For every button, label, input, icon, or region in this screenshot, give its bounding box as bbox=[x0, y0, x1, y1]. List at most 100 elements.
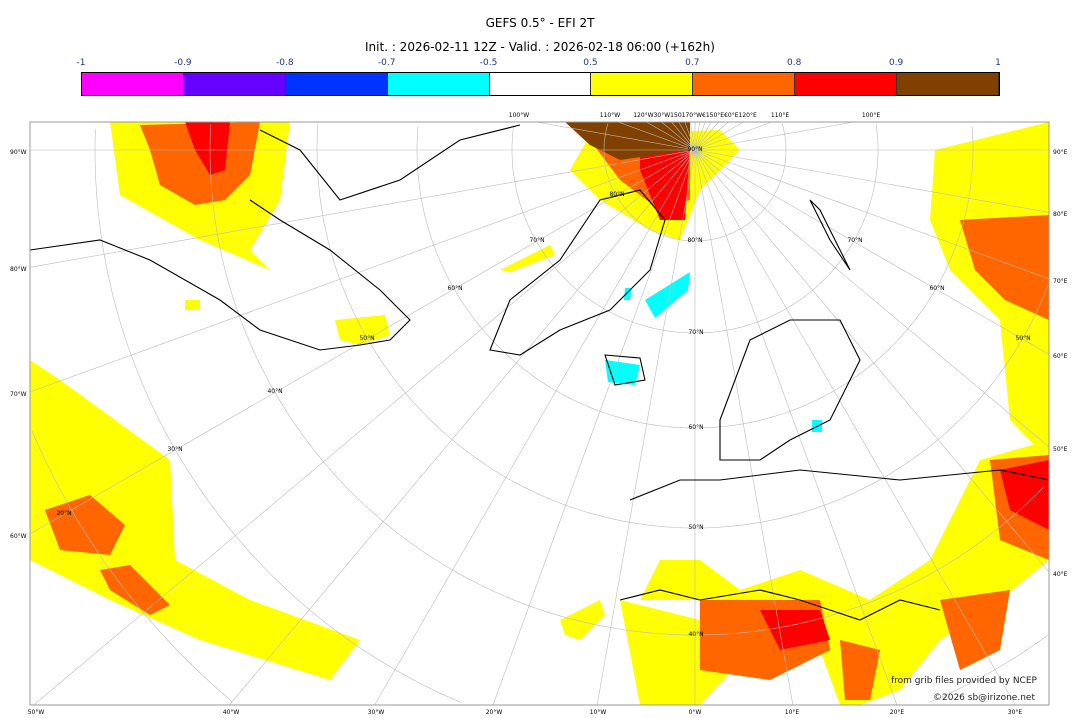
latitude-circle bbox=[316, 123, 1049, 529]
colorbar-bin bbox=[183, 73, 286, 95]
graticule-label: 70°N bbox=[688, 329, 703, 336]
graticule-label: 40°N bbox=[267, 388, 282, 395]
graticule-label: 20°N bbox=[56, 510, 71, 517]
meridian-line bbox=[694, 149, 794, 706]
credit-copyright: ©2026 sb@irizone.net bbox=[933, 693, 1035, 703]
meridian-line bbox=[694, 121, 729, 151]
graticule-label: 60°W bbox=[10, 533, 27, 540]
colorbar-bin bbox=[591, 73, 694, 95]
latitude-circle bbox=[416, 125, 974, 429]
graticule-label: 100°E bbox=[862, 112, 880, 119]
meridian-line bbox=[694, 121, 744, 151]
meridian-line bbox=[536, 121, 696, 151]
meridian-line bbox=[29, 149, 696, 268]
colorbar-tick: 0.5 bbox=[583, 58, 598, 68]
meridian-line bbox=[29, 149, 696, 535]
graticule bbox=[29, 121, 1050, 706]
colorbar-tick: -0.8 bbox=[275, 58, 294, 68]
meridian-line bbox=[374, 149, 696, 706]
meridian-line bbox=[646, 121, 696, 151]
graticule-label: 90°N bbox=[687, 146, 702, 153]
latitude-circle bbox=[603, 123, 787, 242]
graticule-label: 40°N bbox=[688, 631, 703, 638]
colorbar-tick: -0.9 bbox=[174, 58, 192, 68]
meridian-line bbox=[617, 121, 696, 151]
meridian-line bbox=[29, 149, 696, 393]
colorbar-tick: 0.7 bbox=[685, 58, 700, 68]
meridian-line bbox=[671, 121, 696, 151]
graticule-label: 10°W bbox=[590, 709, 607, 716]
graticule-label: 90°W bbox=[10, 149, 27, 156]
graticule-label: 120°W30°W150170°W€150°E€0°E120°E bbox=[633, 112, 757, 119]
graticule-label: 70°N bbox=[847, 237, 862, 244]
graticule-label: 80°W bbox=[10, 266, 27, 273]
graticule-label: 60°N bbox=[447, 285, 462, 292]
meridian-line bbox=[694, 121, 854, 151]
graticule-label: 0°W bbox=[689, 709, 702, 716]
meridian-line bbox=[661, 121, 696, 151]
graticule-label: 80°N bbox=[609, 191, 624, 198]
graticule-label: 50°N bbox=[1015, 335, 1030, 342]
graticule-label: 60°N bbox=[929, 285, 944, 292]
colorbar-tick: -0.7 bbox=[377, 58, 396, 68]
colorbar-bin bbox=[693, 73, 796, 95]
colorbar-tick: -0.5 bbox=[479, 58, 498, 68]
colorbar-tick: 0.8 bbox=[787, 58, 802, 68]
latitude-circle bbox=[31, 431, 233, 702]
graticule-label: 50°W bbox=[28, 709, 45, 716]
colorbar-bin bbox=[82, 73, 184, 95]
meridian-line bbox=[694, 149, 1050, 213]
graticule-label: 50°N bbox=[359, 335, 374, 342]
meridian-line bbox=[684, 121, 696, 151]
latitude-circle bbox=[511, 124, 879, 334]
meridian-line bbox=[694, 121, 701, 151]
efi-field bbox=[30, 122, 1049, 705]
graticule-label: 40°E bbox=[1053, 571, 1068, 578]
graticule-label: 30°E bbox=[1008, 709, 1023, 716]
colorbar bbox=[81, 72, 1000, 96]
graticule-label: 100°W bbox=[509, 112, 529, 119]
graticule-label: 70°N bbox=[529, 237, 544, 244]
colorbar-bin bbox=[285, 73, 388, 95]
meridian-line bbox=[694, 149, 1050, 448]
meridian-line bbox=[694, 149, 1050, 573]
meridian-line bbox=[694, 149, 898, 706]
meridian-line bbox=[694, 149, 1050, 355]
colorbar-tick: 1 bbox=[995, 58, 1001, 68]
meridian-line bbox=[694, 121, 773, 151]
meridian-line bbox=[694, 121, 706, 151]
meridian-line bbox=[694, 149, 1050, 280]
graticule-label: 20°W bbox=[486, 709, 503, 716]
graticule-label: 30°W bbox=[368, 709, 385, 716]
colorbar-bin bbox=[795, 73, 898, 95]
graticule-label: 70°E bbox=[1053, 278, 1068, 285]
colorbar-tick: 0.9 bbox=[888, 58, 904, 68]
graticule-labels: 90°W 80°W 70°W 60°W 50°W 40°W 30°W 20°W 10°W 0°W 1… bbox=[10, 112, 1068, 716]
meridian-line bbox=[694, 149, 1016, 706]
graticule-label: 70°W bbox=[10, 391, 27, 398]
graticule-label: 110°E bbox=[771, 112, 789, 119]
colorbar-bin bbox=[489, 73, 592, 95]
meridian-line bbox=[694, 121, 712, 151]
map-title: GEFS 0.5° - EFI 2T bbox=[485, 16, 595, 30]
map-subtitle: Init. : 2026-02-11 12Z - Valid. : 2026-0… bbox=[365, 40, 715, 54]
meridian-line bbox=[689, 121, 696, 151]
meridian-line bbox=[492, 149, 696, 706]
graticule-label: 50°E bbox=[1053, 446, 1068, 453]
graticule-label: 10°E bbox=[785, 709, 800, 716]
graticule-label: 80°N bbox=[687, 237, 702, 244]
latitude-circle bbox=[94, 129, 1048, 703]
graticule-label: 60°E bbox=[1053, 353, 1068, 360]
graticule-label: 30°N bbox=[167, 446, 182, 453]
graticule-label: 20°E bbox=[890, 709, 905, 716]
graticule-label: 60°N bbox=[688, 424, 703, 431]
colorbar-bin bbox=[387, 73, 490, 95]
graticule-label: 110°W bbox=[600, 112, 620, 119]
meridian-line bbox=[229, 149, 696, 706]
meridian-line bbox=[596, 149, 696, 706]
meridian-line bbox=[33, 149, 696, 706]
meridian-line bbox=[678, 121, 696, 151]
meridian-line bbox=[694, 121, 719, 151]
